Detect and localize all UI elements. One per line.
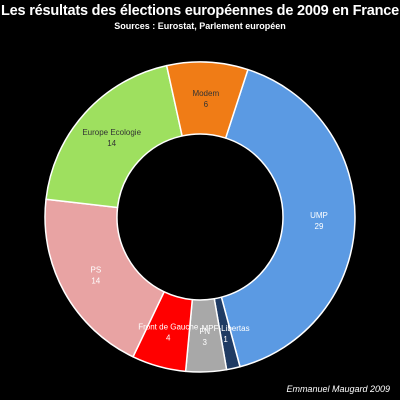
slice-label-modem: Modem: [192, 89, 219, 98]
slice-ump: [220, 68, 356, 368]
slice-europe-ecologie: [45, 64, 183, 209]
slice-ps: [44, 198, 165, 358]
slice-value-ump: 29: [315, 222, 324, 231]
slice-label-fn: FN: [199, 327, 210, 336]
slice-label-mpf-libertas: MPF-Libertas: [202, 324, 250, 333]
slice-value-fn: 3: [203, 338, 208, 347]
chart-subtitle: Sources : Eurostat, Parlement européen: [114, 21, 286, 31]
chart-title: Les résultats des élections européennes …: [1, 3, 399, 19]
slice-label-ump: UMP: [310, 211, 328, 220]
slice-label-ps: PS: [90, 266, 101, 275]
author-credit: Emmanuel Maugard 2009: [286, 384, 390, 394]
slice-label-europe-ecologie: Europe Ecologie: [82, 128, 141, 137]
slice-value-front-de-gauche: 4: [166, 334, 171, 343]
slice-label-front-de-gauche: Front de Gauche: [138, 323, 199, 332]
slice-value-europe-ecologie: 14: [107, 139, 116, 148]
slice-modem: [165, 61, 249, 139]
slice-value-ps: 14: [91, 277, 100, 286]
slice-value-mpf-libertas: 1: [223, 335, 228, 344]
slice-value-modem: 6: [204, 100, 209, 109]
